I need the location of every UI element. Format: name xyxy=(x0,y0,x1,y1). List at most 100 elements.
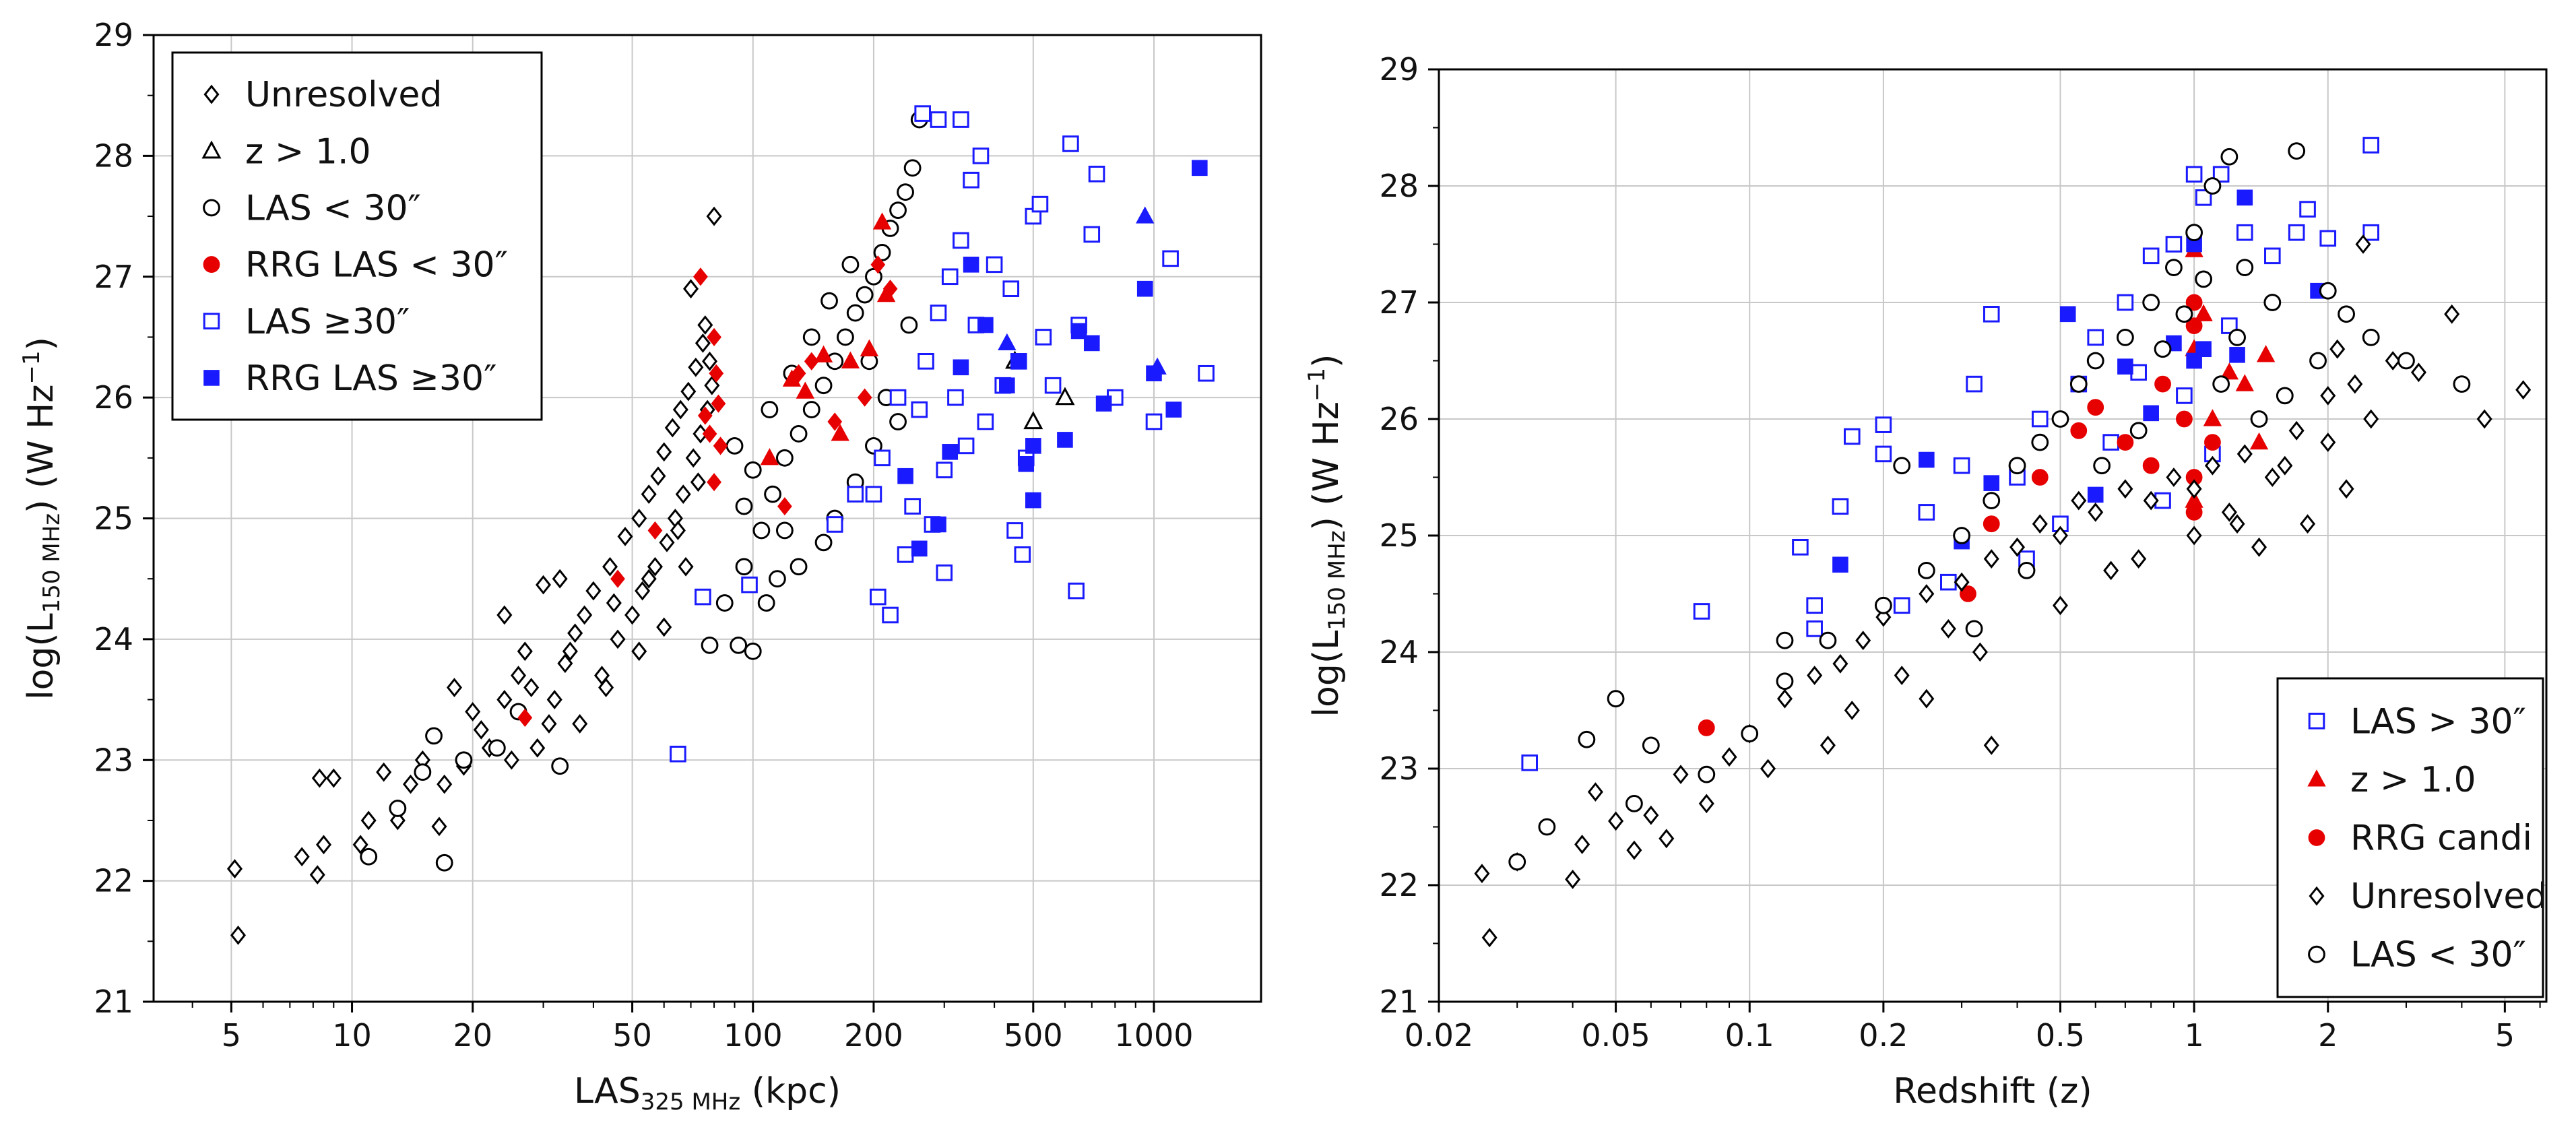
data-point xyxy=(1940,573,1957,591)
data-point xyxy=(1521,754,1538,771)
data-point xyxy=(1481,928,1498,948)
data-point xyxy=(683,279,699,299)
data-point xyxy=(1088,165,1105,183)
data-point xyxy=(1776,631,1794,649)
data-point xyxy=(697,406,713,425)
legend-label: Unresolved xyxy=(2350,876,2547,917)
data-point xyxy=(1966,375,1983,393)
data-point xyxy=(695,588,711,606)
data-point xyxy=(1010,353,1027,370)
data-point xyxy=(1057,432,1073,448)
data-point xyxy=(2329,339,2346,359)
data-point xyxy=(1165,401,1182,418)
data-point xyxy=(701,636,719,654)
data-point xyxy=(1919,688,1935,709)
data-point xyxy=(2251,537,2267,557)
data-point xyxy=(1587,782,1603,802)
data-point xyxy=(2229,514,2245,534)
data-point xyxy=(791,364,806,383)
data-point xyxy=(226,859,243,879)
data-point xyxy=(1844,428,1861,445)
data-point xyxy=(963,171,979,189)
data-point xyxy=(936,564,953,581)
data-point xyxy=(897,183,914,201)
data-point xyxy=(1820,735,1836,755)
data-point xyxy=(768,570,786,588)
data-point xyxy=(2249,432,2269,450)
data-point xyxy=(2203,409,2222,426)
data-point xyxy=(2142,294,2160,311)
data-point xyxy=(735,497,753,515)
data-point xyxy=(2236,224,2253,241)
data-point xyxy=(942,444,959,460)
y-tick-label: 27 xyxy=(94,259,133,295)
data-point xyxy=(2264,247,2281,265)
data-point xyxy=(2008,457,2026,475)
data-point xyxy=(826,516,843,533)
data-point xyxy=(2228,329,2246,346)
data-point xyxy=(2185,294,2203,311)
data-point xyxy=(360,847,378,866)
data-point xyxy=(999,377,1015,393)
x-tick-label: 500 xyxy=(1004,1017,1063,1054)
data-point xyxy=(2154,340,2172,358)
y-tick-label: 24 xyxy=(94,621,133,657)
data-point xyxy=(2263,294,2282,311)
data-point xyxy=(872,212,892,230)
y-tick-label: 21 xyxy=(94,984,133,1020)
data-point xyxy=(316,835,332,855)
data-point xyxy=(2264,468,2280,487)
data-point xyxy=(860,339,879,356)
data-point xyxy=(1875,445,1892,463)
data-point xyxy=(2476,409,2492,429)
data-point xyxy=(641,484,657,505)
data-point xyxy=(557,653,573,674)
y-tick-label: 29 xyxy=(94,17,133,53)
data-point xyxy=(1953,457,1970,474)
legend-marker xyxy=(203,84,220,104)
data-point xyxy=(977,317,994,333)
data-point xyxy=(523,678,540,698)
x-tick-label: 0.2 xyxy=(1859,1017,1908,1054)
data-point xyxy=(2175,305,2193,323)
x-tick-label: 2 xyxy=(2318,1017,2338,1054)
data-point xyxy=(437,774,453,794)
data-point xyxy=(1002,280,1020,297)
data-point xyxy=(1198,364,1215,382)
data-point xyxy=(706,206,722,226)
data-point xyxy=(617,527,633,546)
data-point xyxy=(402,774,419,794)
data-point xyxy=(735,558,753,576)
data-point xyxy=(2288,224,2305,241)
data-point xyxy=(1474,864,1490,884)
data-point xyxy=(831,424,849,441)
data-point xyxy=(2087,486,2104,503)
data-point xyxy=(688,357,704,377)
data-point xyxy=(1698,794,1714,814)
data-point xyxy=(1578,730,1596,748)
data-point xyxy=(577,605,593,625)
data-point xyxy=(930,516,946,533)
legend-label: LAS > 30″ xyxy=(2350,701,2526,742)
left-y-axis-label: log(L150 MHz) (W Hz−1) xyxy=(18,337,65,700)
data-point xyxy=(2195,189,2212,206)
x-tick-label: 0.02 xyxy=(1405,1017,1473,1054)
data-point xyxy=(889,389,907,406)
data-point xyxy=(804,352,819,371)
x-tick-label: 200 xyxy=(844,1017,903,1054)
data-point xyxy=(2185,317,2203,335)
data-point xyxy=(311,768,327,788)
data-point xyxy=(2362,224,2380,241)
data-point xyxy=(1855,631,1871,651)
data-point xyxy=(1095,395,1112,412)
data-point xyxy=(2277,455,2293,476)
data-point xyxy=(529,738,546,758)
data-point xyxy=(511,666,527,686)
data-point xyxy=(2176,410,2193,428)
legend-marker xyxy=(203,199,220,217)
data-point xyxy=(870,588,887,606)
x-tick-label: 0.5 xyxy=(2036,1017,2085,1054)
data-point xyxy=(2410,362,2426,383)
data-point xyxy=(1626,840,1642,860)
data-point xyxy=(709,364,724,383)
